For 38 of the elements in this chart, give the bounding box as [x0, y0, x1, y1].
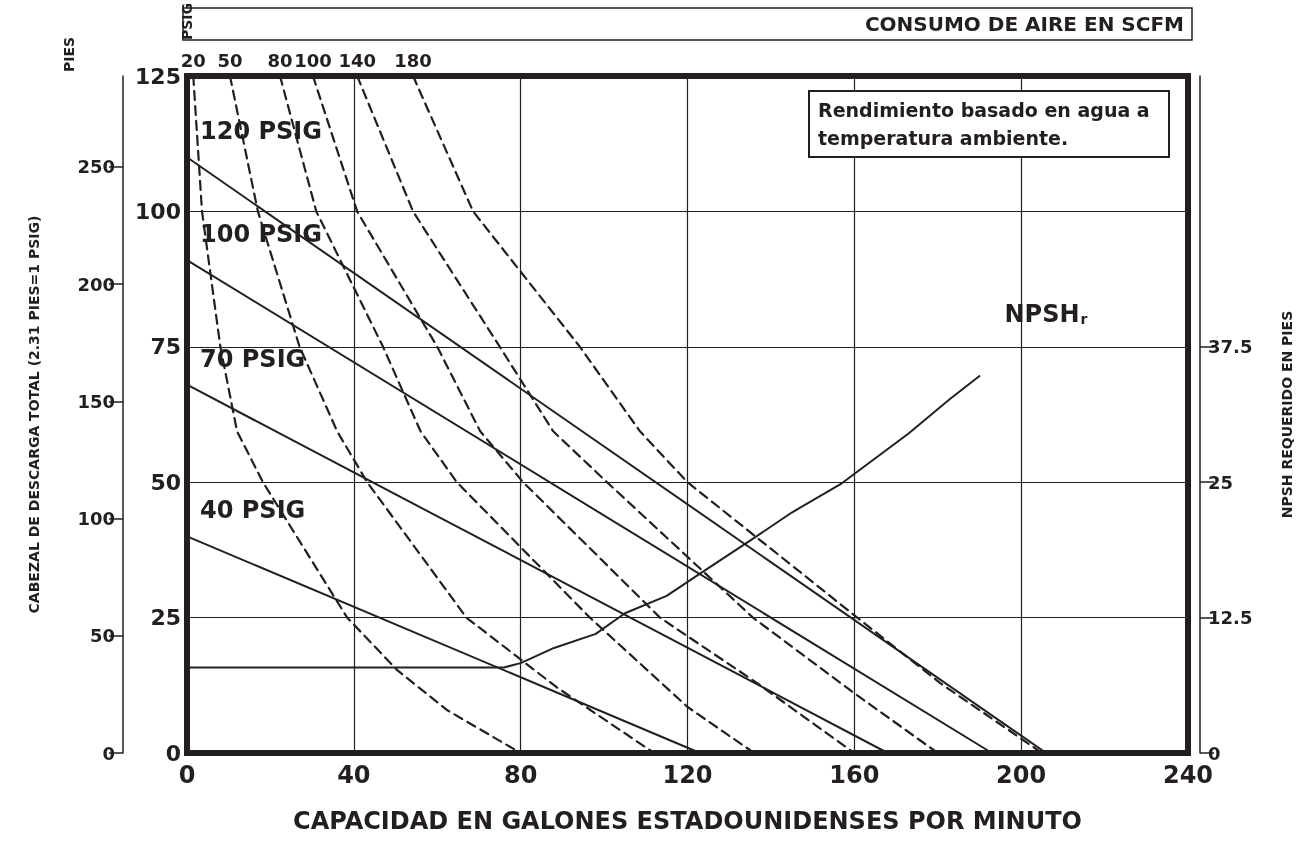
x-tick-label: 120: [662, 761, 713, 789]
y3-tick-label: 12.5: [1208, 607, 1253, 629]
y-tick-label: 50: [150, 469, 181, 495]
y2-tick-label: 200: [77, 273, 115, 295]
y-tick-label: 125: [135, 63, 181, 89]
x-tick-label: 40: [337, 761, 371, 789]
x-tick-label: 240: [1162, 761, 1214, 789]
y-tick-label: 100: [135, 198, 181, 224]
x-tick-label: 80: [503, 761, 538, 789]
y-tick-label: 0: [165, 740, 181, 766]
y-tick-label: 25: [150, 605, 181, 631]
series-label: 80: [267, 49, 293, 71]
y2-tick-label: 150: [77, 390, 115, 412]
y3-tick-label: 0: [1208, 742, 1221, 764]
y2-axis-title: CABEZAL DE DESCARGA TOTAL (2.31 PIES=1 PSIG): [26, 215, 42, 614]
x-axis-title: CAPACIDAD EN GALONES ESTADOUNIDENSES POR MINUTO: [293, 807, 1082, 835]
text: PIES: [61, 36, 77, 72]
series-label: 100: [294, 49, 332, 71]
y-axis-title: PSIG: [179, 3, 195, 41]
y3-tick-label: 37.5: [1208, 336, 1253, 358]
y2-tick-label: 250: [77, 156, 115, 178]
y2-tick-label: 50: [89, 625, 115, 647]
y-tick-label: 75: [150, 334, 181, 360]
y3-axis-title: NPSH REQUERIDO EN PIES: [1279, 310, 1295, 519]
series-label: 20: [180, 49, 206, 71]
annotation: Rendimiento basado en agua a temperatura ambiente.: [818, 99, 1157, 149]
series-label: 180: [394, 49, 432, 71]
text: CONSUMO DE AIRE EN SCFM: [864, 12, 1185, 36]
y2-tick-label: 100: [77, 508, 115, 530]
series-label: 40 PSIG: [200, 496, 306, 525]
series-label: 70 PSIG: [200, 344, 306, 373]
y3-tick-label: 25: [1208, 471, 1234, 493]
x-tick-label: 160: [829, 761, 880, 789]
series-label: 120 PSIG: [200, 117, 322, 146]
series-label: 140: [338, 49, 376, 71]
series-label: 50: [217, 49, 243, 71]
y2-tick-label: 0: [102, 742, 115, 764]
x-tick-label: 200: [996, 761, 1047, 789]
